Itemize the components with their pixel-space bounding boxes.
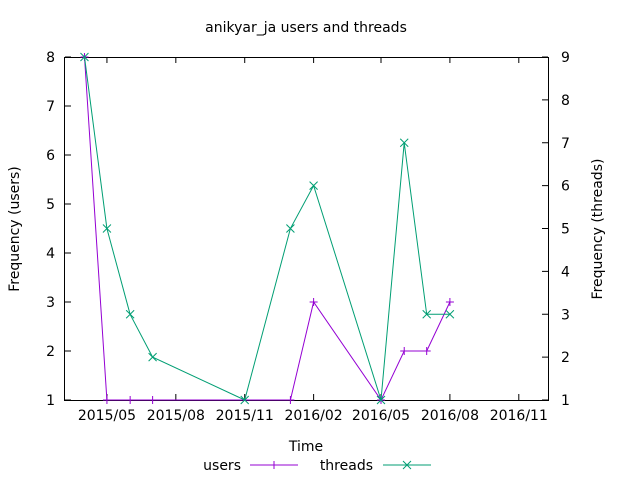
axes-layer: 1 2 3 4 5 6 7 8 1 2 3 4 5 6 7 8 9 2015/05 2015/08 2015/11 20… [46,50,570,424]
data-point-marker [125,309,135,319]
x-tick-label: 2015/08 [147,408,205,424]
data-point-threads [125,309,135,319]
y-right-tick-label: 6 [561,179,570,195]
y-left-tick-label: 2 [46,344,55,360]
legend-swatch-marker [270,461,278,469]
y-left-tick-label: 8 [46,50,55,66]
data-point-users [148,396,157,404]
data-point-threads [148,352,157,362]
x-tick-label: 2016/08 [421,408,479,424]
x-tick-label: 2016/11 [490,408,548,424]
series-layer [80,52,455,405]
series-users [80,53,454,404]
legend-label: users [203,458,241,474]
data-point-users [286,396,295,404]
y-right-tick-label: 7 [561,136,570,152]
data-point-marker [399,138,409,148]
data-point-marker [80,52,89,62]
x-axis-label: Time [288,439,323,455]
y-left-tick-label: 3 [46,295,55,311]
data-point-users [102,396,111,404]
data-point-marker [309,181,318,190]
legend: users threads [203,458,431,474]
data-point-users [445,298,454,306]
data-point-marker [445,309,455,319]
x-tick-label: 2016/02 [285,408,343,424]
legend-swatch-marker [402,460,412,470]
data-point-marker [422,309,432,319]
series-threads [80,52,455,405]
data-point-marker [286,224,295,233]
data-point-marker [376,395,386,405]
data-point-threads [399,138,409,148]
data-point-marker [240,395,250,405]
y-right-tick-label: 4 [561,264,570,280]
data-point-threads [286,224,295,233]
data-point-users [400,347,409,355]
data-point-users [422,347,431,355]
y-right-tick-label: 5 [561,222,570,238]
y-left-tick-label: 7 [46,99,55,115]
y-left-tick-label: 4 [46,246,55,262]
data-point-threads [445,309,455,319]
y-right-tick-label: 8 [561,93,570,109]
data-point-users [126,396,135,404]
legend-label: threads [320,458,373,474]
legend-marker-stroke [402,460,412,470]
series-line-users [84,56,451,401]
y-right-tick-label: 3 [561,307,570,323]
data-point-threads [309,181,318,190]
y-right-tick-label: 1 [561,393,570,409]
legend-item-threads: threads [320,458,431,474]
data-point-users [309,298,318,306]
y-right-tick-label: 2 [561,350,570,366]
y-axis-left-label: Frequency (users) [7,166,23,292]
y-axis-right-label: Frequency (threads) [590,159,606,300]
series-line-threads [84,56,450,401]
data-point-marker [148,352,157,362]
data-point-threads [240,395,250,405]
data-point-threads [102,224,112,233]
chart-title: anikyar_ja users and threads [205,20,407,36]
data-point-threads [376,395,386,405]
x-tick-label: 2015/05 [78,408,136,424]
y-left-tick-label: 5 [46,197,55,213]
y-left-tick-label: 6 [46,148,55,164]
data-point-marker [102,224,112,233]
x-tick-label: 2016/05 [352,408,410,424]
y-right-tick-label: 9 [561,50,570,66]
data-point-threads [80,52,89,62]
y-left-tick-label: 1 [46,393,55,409]
plot-frame [64,57,549,401]
legend-item-users: users [203,458,298,474]
data-point-threads [422,309,432,319]
x-tick-label: 2015/11 [216,408,274,424]
